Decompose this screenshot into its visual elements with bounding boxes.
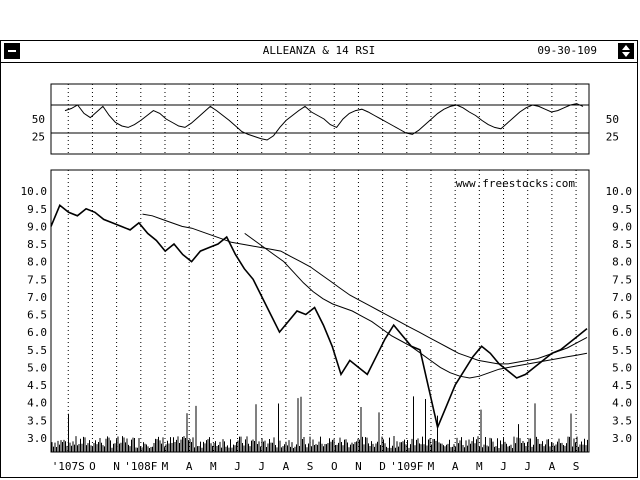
price-tick-right: 10.0 [606, 185, 633, 198]
x-tick-label: S [307, 460, 314, 473]
x-tick-label: '109F [390, 460, 423, 473]
price-tick-right: 5.5 [612, 344, 632, 357]
up-down-arrows-icon[interactable] [618, 43, 634, 59]
price-tick-left: 7.5 [27, 273, 47, 286]
x-tick-label: M [210, 460, 217, 473]
x-tick-label: A [283, 460, 290, 473]
price-tick-left: 3.5 [27, 414, 47, 427]
price-tick-left: 9.0 [27, 220, 47, 233]
price-panel-border [50, 169, 590, 453]
x-tick-label: A [549, 460, 556, 473]
x-tick-label: D [379, 460, 386, 473]
x-tick-label: J [500, 460, 507, 473]
price-tick-left: 10.0 [21, 185, 48, 198]
price-tick-right: 9.0 [612, 220, 632, 233]
x-tick-label: N [113, 460, 120, 473]
x-tick-label: M [476, 460, 483, 473]
x-tick-label: J [258, 460, 265, 473]
x-tick-label: A [186, 460, 193, 473]
x-tick-label: J [524, 460, 531, 473]
price-tick-left: 5.5 [27, 344, 47, 357]
x-tick-label: J [234, 460, 241, 473]
rsi-tick-right: 50 [606, 113, 619, 126]
price-tick-right: 6.0 [612, 326, 632, 339]
price-tick-right: 3.5 [612, 414, 632, 427]
price-tick-right: 8.5 [612, 238, 632, 251]
price-tick-left: 7.0 [27, 291, 47, 304]
price-line [50, 204, 588, 430]
price-tick-right: 4.5 [612, 379, 632, 392]
price-tick-right: 5.0 [612, 361, 632, 374]
moving-average-line [142, 213, 588, 365]
rsi-panel-border [50, 83, 590, 155]
price-tick-right: 3.0 [612, 432, 632, 445]
x-tick-label: N [355, 460, 362, 473]
rsi-tick-left: 25 [32, 131, 45, 144]
moving-average-line [244, 232, 588, 379]
window-title: ALLEANZA & 14 RSI [262, 44, 376, 57]
x-tick-label: '107S [52, 460, 85, 473]
price-tick-left: 6.0 [27, 326, 47, 339]
x-tick-label: S [573, 460, 580, 473]
price-tick-left: 3.0 [27, 432, 47, 445]
price-tick-left: 5.0 [27, 361, 47, 374]
price-tick-right: 9.5 [612, 203, 632, 216]
price-tick-right: 7.0 [612, 291, 632, 304]
price-tick-left: 4.5 [27, 379, 47, 392]
price-tick-right: 6.5 [612, 309, 632, 322]
price-tick-left: 4.0 [27, 397, 47, 410]
x-tick-label: '108F [124, 460, 157, 473]
price-tick-left: 9.5 [27, 203, 47, 216]
price-tick-left: 6.5 [27, 309, 47, 322]
x-tick-label: M [162, 460, 169, 473]
chart-window: ALLEANZA & 14 RSI 09-30-109 [0, 40, 638, 478]
title-bar: ALLEANZA & 14 RSI 09-30-109 [1, 41, 637, 63]
x-tick-label: M [428, 460, 435, 473]
price-tick-right: 8.0 [612, 256, 632, 269]
x-tick-label: O [89, 460, 96, 473]
watermark: www.freestocks.com [456, 177, 576, 190]
rsi-tick-left: 50 [32, 113, 45, 126]
minus-icon[interactable] [4, 43, 20, 59]
rsi-line [64, 103, 584, 141]
price-tick-left: 8.5 [27, 238, 47, 251]
price-tick-right: 7.5 [612, 273, 632, 286]
price-tick-right: 4.0 [612, 397, 632, 410]
chart-date: 09-30-109 [537, 44, 597, 57]
x-tick-label: O [331, 460, 338, 473]
price-tick-left: 8.0 [27, 256, 47, 269]
x-tick-label: A [452, 460, 459, 473]
rsi-tick-right: 25 [606, 131, 619, 144]
